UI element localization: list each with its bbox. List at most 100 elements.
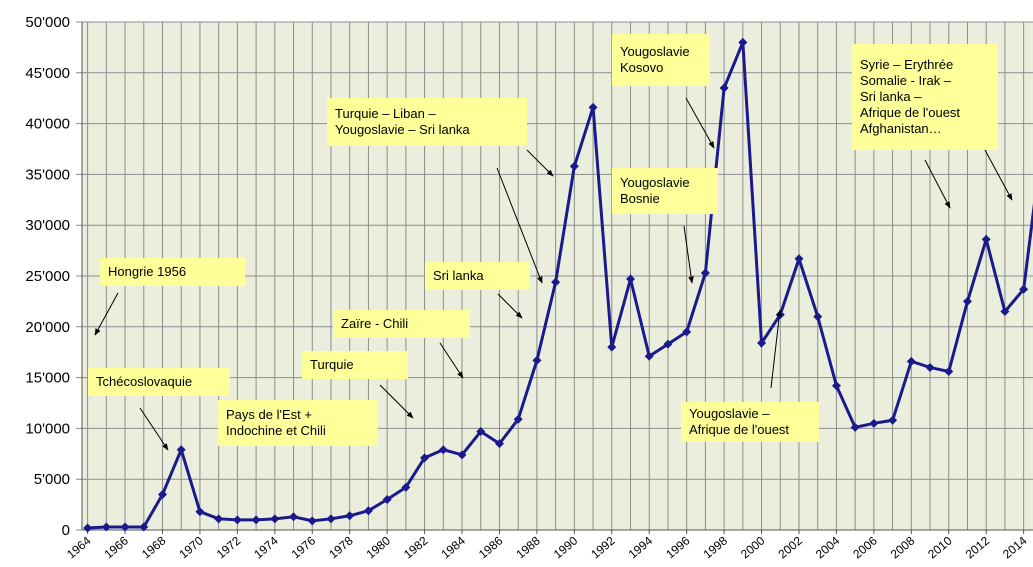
data-point — [850, 422, 860, 432]
annotation-arrow — [770, 309, 783, 389]
x-tick-label: 1988 — [513, 533, 543, 561]
data-point — [251, 515, 261, 525]
data-point — [494, 439, 504, 449]
y-tick-label: 50'000 — [25, 14, 70, 31]
annotation-arrow — [497, 293, 523, 319]
data-point — [626, 274, 636, 284]
data-point — [551, 277, 561, 287]
data-point — [401, 482, 411, 492]
x-tick-label: 2010 — [925, 533, 955, 561]
annotation-arrow — [496, 167, 543, 284]
data-point — [663, 339, 673, 349]
data-line — [87, 41, 1033, 530]
annotation-text: Syrie – Erythrée — [860, 57, 953, 72]
data-point — [888, 415, 898, 425]
data-point — [420, 453, 430, 463]
data-point — [438, 445, 448, 455]
y-tick-label: 25'000 — [25, 268, 70, 285]
data-point — [569, 161, 579, 171]
data-point — [232, 515, 242, 525]
y-tick-label: 30'000 — [25, 217, 70, 234]
annotation-box — [302, 351, 408, 379]
annotation-text: Kosovo — [620, 60, 663, 75]
annotation-arrow — [139, 407, 169, 451]
data-point — [1000, 307, 1010, 317]
x-tick-label: 1968 — [139, 533, 169, 561]
x-tick-label: 1966 — [102, 533, 132, 561]
annotation-text: Afrique de l'ouest — [689, 422, 789, 437]
annotation-text: Bosnie — [620, 191, 660, 206]
x-tick-label: 1986 — [476, 533, 506, 561]
x-tick-label: 2008 — [888, 533, 918, 561]
annotation-text: Hongrie 1956 — [108, 264, 186, 279]
data-point — [944, 367, 954, 377]
data-point — [719, 83, 729, 93]
x-tick-label: 2014 — [1000, 533, 1030, 561]
annotation-text: Turquie – Liban – — [335, 106, 436, 121]
x-tick-label: 1992 — [588, 533, 618, 561]
annotation-text: Yougoslavie — [620, 44, 690, 59]
annotation-box — [681, 402, 819, 442]
y-tick-label: 10'000 — [25, 420, 70, 437]
x-tick-label: 1998 — [701, 533, 731, 561]
annotation-arrow — [439, 342, 464, 379]
annotation-box — [612, 168, 718, 214]
annotation-text: Pays de l'Est + — [226, 407, 312, 422]
annotation-text: Turquie — [310, 357, 354, 372]
data-point — [757, 338, 767, 348]
data-point — [326, 514, 336, 524]
data-point — [195, 507, 205, 517]
data-point — [513, 414, 523, 424]
annotation-text: Sri lanka — [433, 268, 484, 283]
annotation-box — [333, 310, 470, 338]
data-point — [962, 296, 972, 306]
x-tick-label: 1996 — [663, 533, 693, 561]
y-tick-label: 0 — [62, 522, 70, 539]
y-tick-label: 5'000 — [34, 471, 70, 488]
annotation-box — [852, 44, 998, 150]
x-tick-label: 2000 — [738, 533, 768, 561]
x-tick-label: 2006 — [850, 533, 880, 561]
annotation-text: Indochine et Chili — [226, 423, 326, 438]
y-tick-label: 35'000 — [25, 166, 70, 183]
y-tick-label: 45'000 — [25, 65, 70, 82]
data-point — [307, 516, 317, 526]
y-tick-label: 15'000 — [25, 370, 70, 387]
data-point — [1019, 284, 1029, 294]
annotation-arrow — [526, 149, 554, 177]
data-point — [83, 523, 93, 533]
data-point — [981, 234, 991, 244]
annotation-text: Afghanistan… — [860, 121, 942, 136]
x-tick-label: 1990 — [551, 533, 581, 561]
x-tick-label: 1994 — [626, 533, 656, 561]
annotation-arrow — [685, 97, 715, 149]
data-point — [289, 512, 299, 522]
annotation-box — [218, 400, 378, 446]
data-point — [869, 418, 879, 428]
data-point — [214, 514, 224, 524]
annotation-box — [100, 258, 245, 286]
annotation-arrow — [683, 225, 694, 284]
annotation-arrow — [924, 159, 951, 209]
x-tick-label: 1972 — [214, 533, 244, 561]
annotation-arrow — [984, 149, 1013, 201]
annotation-text: Yougoslavie – — [689, 406, 770, 421]
data-point — [906, 356, 916, 366]
annotation-text: Afrique de l'ouest — [860, 105, 960, 120]
annotation-text: Sri lanka – — [860, 89, 922, 104]
x-tick-label: 1976 — [289, 533, 319, 561]
annotation-box — [327, 98, 527, 146]
x-tick-label: 2012 — [963, 533, 993, 561]
x-tick-label: 1970 — [176, 533, 206, 561]
data-point — [588, 102, 598, 112]
y-tick-label: 20'000 — [25, 319, 70, 336]
x-tick-label: 1978 — [326, 533, 356, 561]
data-point — [794, 254, 804, 264]
data-point — [607, 342, 617, 352]
annotation-arrow — [94, 292, 119, 336]
annotation-text: Zaïre - Chili — [341, 316, 408, 331]
data-point — [120, 522, 130, 532]
data-point — [476, 426, 486, 436]
x-tick-label: 1984 — [438, 533, 468, 561]
